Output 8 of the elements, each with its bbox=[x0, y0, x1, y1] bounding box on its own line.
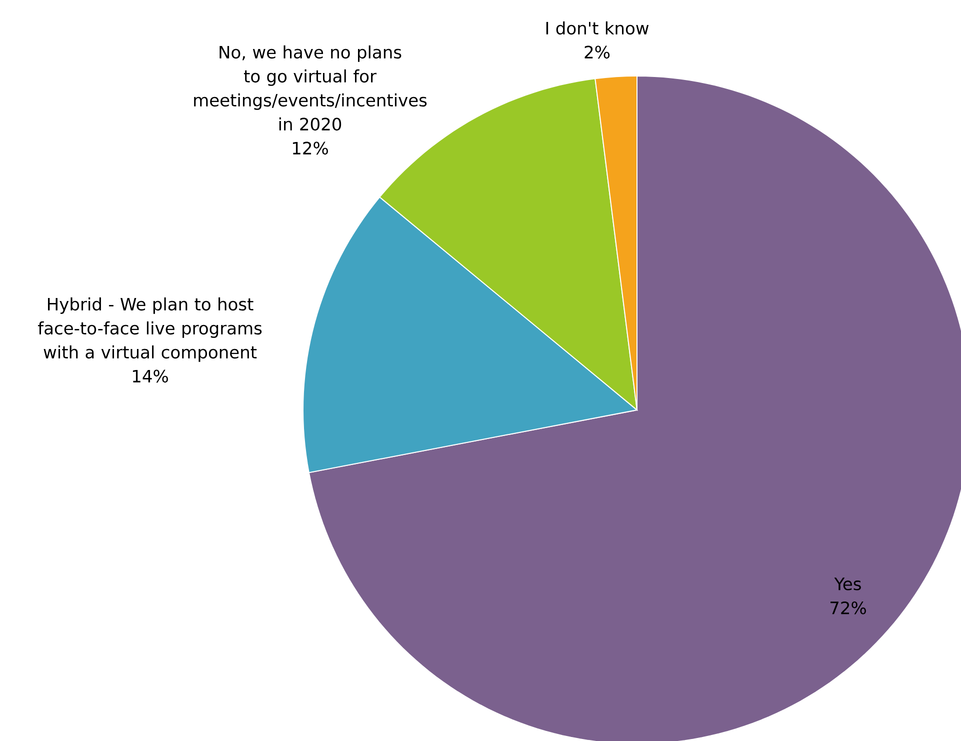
data-label: 72% bbox=[830, 601, 866, 614]
slice-label: Hybrid - We plan to host face-to-face live programs with a virtual component bbox=[38, 297, 262, 362]
data-label: 2% bbox=[584, 46, 610, 59]
data-label: 12% bbox=[292, 142, 328, 155]
slice-label: Yes bbox=[834, 578, 861, 590]
slice-label: No, we have no plans to go virtual for meetings/events/incentives in 2020 bbox=[194, 45, 427, 131]
slice-label: I don't know bbox=[546, 21, 649, 35]
data-label: 14% bbox=[132, 370, 168, 383]
